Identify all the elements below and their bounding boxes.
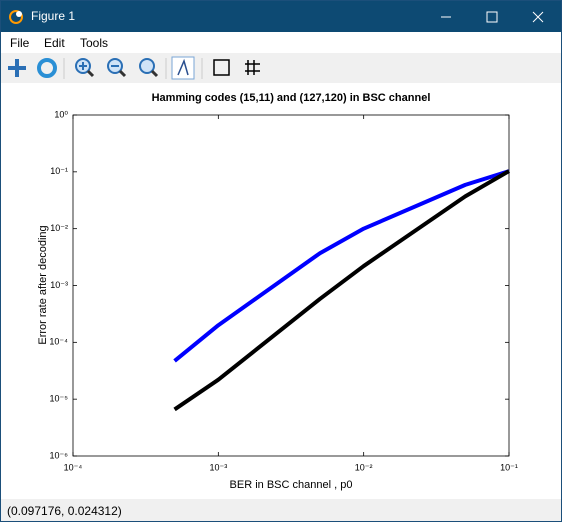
y-tick-label: 10⁻² [50, 223, 68, 233]
chart-title: Hamming codes (15,11) and (127,120) in B… [152, 92, 431, 104]
y-tick-label: 10⁻⁴ [49, 337, 68, 347]
x-tick-label: 10⁻⁴ [64, 462, 83, 472]
zoom-out[interactable] [107, 58, 127, 78]
rotate-tool[interactable] [37, 58, 57, 78]
x-tick-label: 10⁻² [355, 462, 373, 472]
y-tick-label: 10⁰ [54, 109, 68, 119]
x-tick-label: 10⁻³ [209, 462, 227, 472]
close[interactable] [532, 11, 544, 23]
series-line [173, 169, 511, 412]
zoom-reset[interactable] [139, 58, 159, 78]
menu-item[interactable]: Tools [80, 36, 109, 50]
status-bar: (0.097176, 0.024312) [1, 499, 561, 521]
y-tick-label: 10⁻⁵ [50, 394, 69, 404]
menu-item[interactable]: File [10, 36, 30, 50]
axes-box [72, 114, 510, 457]
window-controls[interactable] [421, 1, 561, 32]
y-tick-label: 10⁻³ [50, 280, 68, 290]
menu-bar: File Edit Tools [1, 32, 561, 53]
series-line [173, 169, 510, 363]
zoom-in[interactable] [75, 58, 95, 78]
y-tick-label: 10⁻¹ [50, 166, 68, 176]
title-bar: Figure 1 [1, 1, 561, 32]
text-tool[interactable] [171, 56, 195, 80]
x-tick-label: 10⁻¹ [500, 462, 518, 472]
window-title: Figure 1 [31, 9, 76, 23]
box-toggle[interactable] [213, 59, 230, 76]
y-tick-label: 10⁻⁶ [50, 450, 69, 460]
toolbar-icons [8, 56, 260, 80]
chart: Hamming codes (15,11) and (127,120) in B… [37, 92, 518, 491]
grid-toggle[interactable] [245, 60, 260, 75]
menu-item[interactable]: Edit [44, 36, 65, 50]
pan-tool[interactable] [8, 59, 26, 77]
toolbar [1, 53, 561, 83]
maximize[interactable] [486, 11, 498, 23]
app-icon [9, 10, 23, 24]
y-axis-label: Error rate after decoding [37, 225, 49, 344]
status-text: (0.097176, 0.024312) [7, 504, 122, 518]
x-axis-label: BER in BSC channel , p0 [230, 479, 353, 491]
